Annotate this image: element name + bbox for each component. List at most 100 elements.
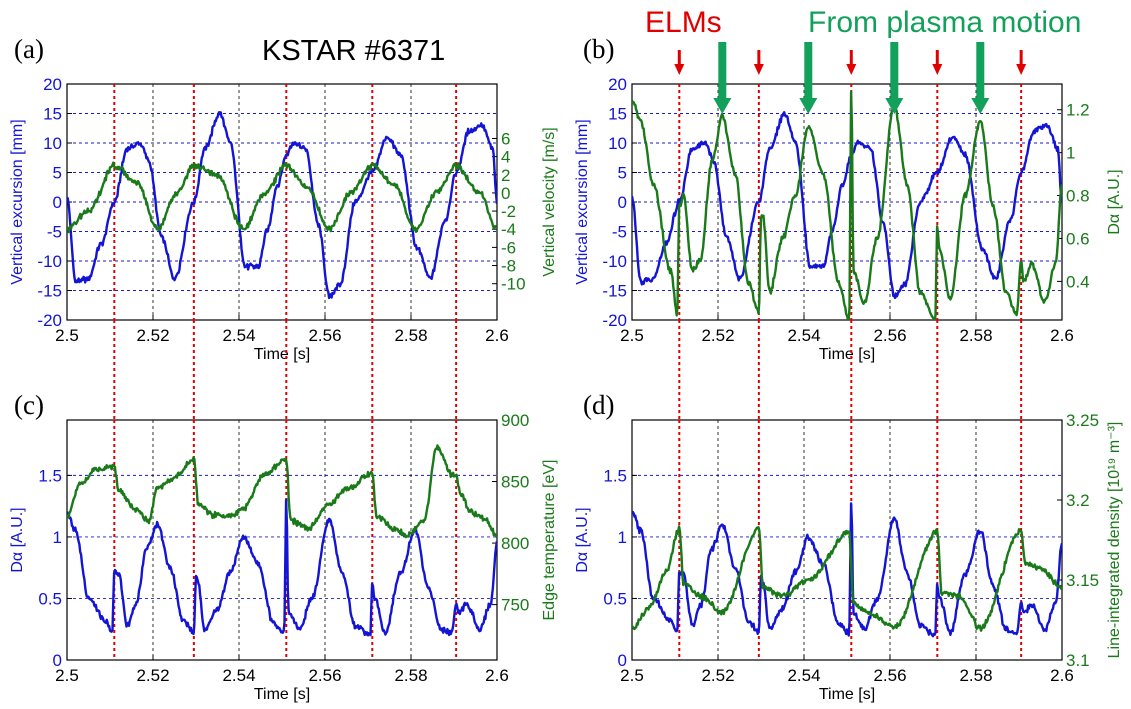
y-right-tick-label: 4 [501, 148, 510, 167]
plot-area [66, 83, 498, 321]
y-right-tick-label: 850 [501, 473, 529, 492]
elm-arrow-head [674, 64, 685, 75]
x-tick-label: 2.56 [308, 666, 341, 685]
green-series-line [632, 525, 1062, 632]
y-left-tick-label: 5 [618, 164, 627, 183]
y-left-tick-label: 15 [43, 105, 62, 124]
y-left-axis-label: Vertical excursion [mm] [9, 119, 26, 284]
y-left-tick-label: -20 [602, 311, 627, 330]
y-right-tick-label: -10 [501, 275, 526, 294]
x-tick-label: 2.6 [485, 326, 509, 345]
y-right-tick-label: 3.2 [1066, 491, 1090, 510]
x-axis-label: Time [s] [254, 346, 310, 363]
y-left-tick-label: 0 [618, 651, 627, 670]
y-left-tick-label: 10 [608, 134, 627, 153]
x-tick-label: 2.54 [222, 326, 255, 345]
y-left-tick-label: 0.5 [603, 589, 627, 608]
y-left-tick-label: -20 [37, 311, 62, 330]
x-tick-label: 2.56 [873, 326, 906, 345]
motion-arrow-head [971, 98, 990, 114]
y-right-tick-label: 0 [501, 184, 510, 203]
y-left-tick-label: 0.5 [38, 589, 62, 608]
y-left-tick-label: 5 [53, 164, 62, 183]
y-left-tick-label: 1 [618, 528, 627, 547]
y-right-tick-label: -6 [501, 238, 516, 257]
y-left-tick-label: 0 [618, 193, 627, 212]
x-tick-label: 2.5 [620, 666, 644, 685]
panel-label-c: (c) [14, 390, 44, 420]
green-series-line [67, 444, 497, 539]
panel-label-b: (b) [583, 34, 614, 64]
y-left-tick-label: 20 [608, 75, 627, 94]
motion-arrow-head [799, 98, 818, 114]
x-tick-label: 2.52 [701, 326, 734, 345]
y-right-tick-label: 3.25 [1066, 411, 1099, 430]
y-left-tick-label: 15 [608, 105, 627, 124]
x-tick-label: 2.52 [136, 326, 169, 345]
motion-arrow-head [885, 98, 904, 114]
x-tick-label: 2.5 [55, 666, 79, 685]
x-tick-label: 2.6 [485, 666, 509, 685]
elm-arrow-head [753, 64, 764, 75]
y-left-tick-label: 0 [53, 193, 62, 212]
y-right-tick-label: 3.1 [1066, 651, 1090, 670]
elm-extension-lines [113, 320, 1023, 420]
x-axis-label: Time [s] [254, 686, 310, 703]
plot-area [631, 419, 1063, 661]
y-left-tick-label: -5 [47, 223, 62, 242]
x-tick-label: 2.56 [873, 666, 906, 685]
x-tick-label: 2.5 [620, 326, 644, 345]
y-right-tick-label: -2 [501, 202, 516, 221]
blue-series-line [67, 498, 497, 637]
y-left-tick-label: 10 [43, 134, 62, 153]
y-left-tick-label: -10 [37, 252, 62, 271]
x-tick-label: 2.52 [701, 666, 734, 685]
x-tick-label: 2.52 [136, 666, 169, 685]
panel-c: (c) 0 0.5 1 1.5 750 800 850 900 2.5 2.52 2.54 2.56 2… [9, 390, 558, 703]
x-tick-label: 2.56 [308, 326, 341, 345]
y-left-tick-label: -15 [37, 282, 62, 301]
y-left-tick-label: -5 [612, 223, 627, 242]
y-right-tick-label: 900 [501, 411, 529, 430]
x-axis-label: Time [s] [819, 686, 875, 703]
plot-area [66, 419, 498, 661]
y-left-tick-label: 0 [53, 651, 62, 670]
y-right-tick-label: 3.15 [1066, 571, 1099, 590]
y-right-tick-label: 800 [501, 534, 529, 553]
y-left-axis-label: Dα [A.U.] [574, 507, 591, 572]
x-tick-label: 2.6 [1050, 326, 1074, 345]
plot-area [631, 83, 1063, 321]
green-series-line [632, 90, 1062, 320]
y-left-tick-label: 1 [53, 528, 62, 547]
panel-a: (a) KSTAR #6371 -20-15-10-505101520-10-8… [9, 34, 558, 363]
y-right-tick-label: 6 [501, 129, 510, 148]
y-right-tick-label: -4 [501, 220, 516, 239]
y-right-tick-label: 1.2 [1066, 101, 1090, 120]
y-right-axis-label: Dα [A.U.] [1106, 169, 1123, 234]
x-tick-label: 2.58 [959, 666, 992, 685]
y-right-axis-label: Line-integrated density [10¹⁹ m⁻³] [1106, 422, 1123, 659]
y-right-tick-label: 0.4 [1066, 272, 1090, 291]
y-right-tick-label: -8 [501, 257, 516, 276]
panel-d: (d) 0 0.5 1 1.5 3.1 3.15 3.2 3.25 2.5 2.52 2.54 2.5… [574, 390, 1123, 703]
y-right-axis-label: Edge temperature [eV] [541, 460, 558, 621]
green-series-line [67, 161, 497, 234]
panel-label-d: (d) [583, 390, 614, 420]
x-tick-label: 2.54 [787, 666, 820, 685]
elm-arrow-head [932, 64, 943, 75]
y-right-tick-label: 0.8 [1066, 187, 1090, 206]
y-left-tick-label: 20 [43, 75, 62, 94]
y-left-axis-label: Vertical excursion [mm] [574, 119, 591, 284]
plasma-motion-annotation: From plasma motion [808, 6, 1081, 39]
x-tick-label: 2.5 [55, 326, 79, 345]
elm-arrow-head [1016, 64, 1027, 75]
y-left-tick-label: 1.5 [603, 466, 627, 485]
motion-arrow-head [713, 98, 732, 114]
elm-arrow-head [846, 64, 857, 75]
x-tick-label: 2.6 [1050, 666, 1074, 685]
x-tick-label: 2.58 [394, 326, 427, 345]
blue-series-line [67, 110, 497, 300]
